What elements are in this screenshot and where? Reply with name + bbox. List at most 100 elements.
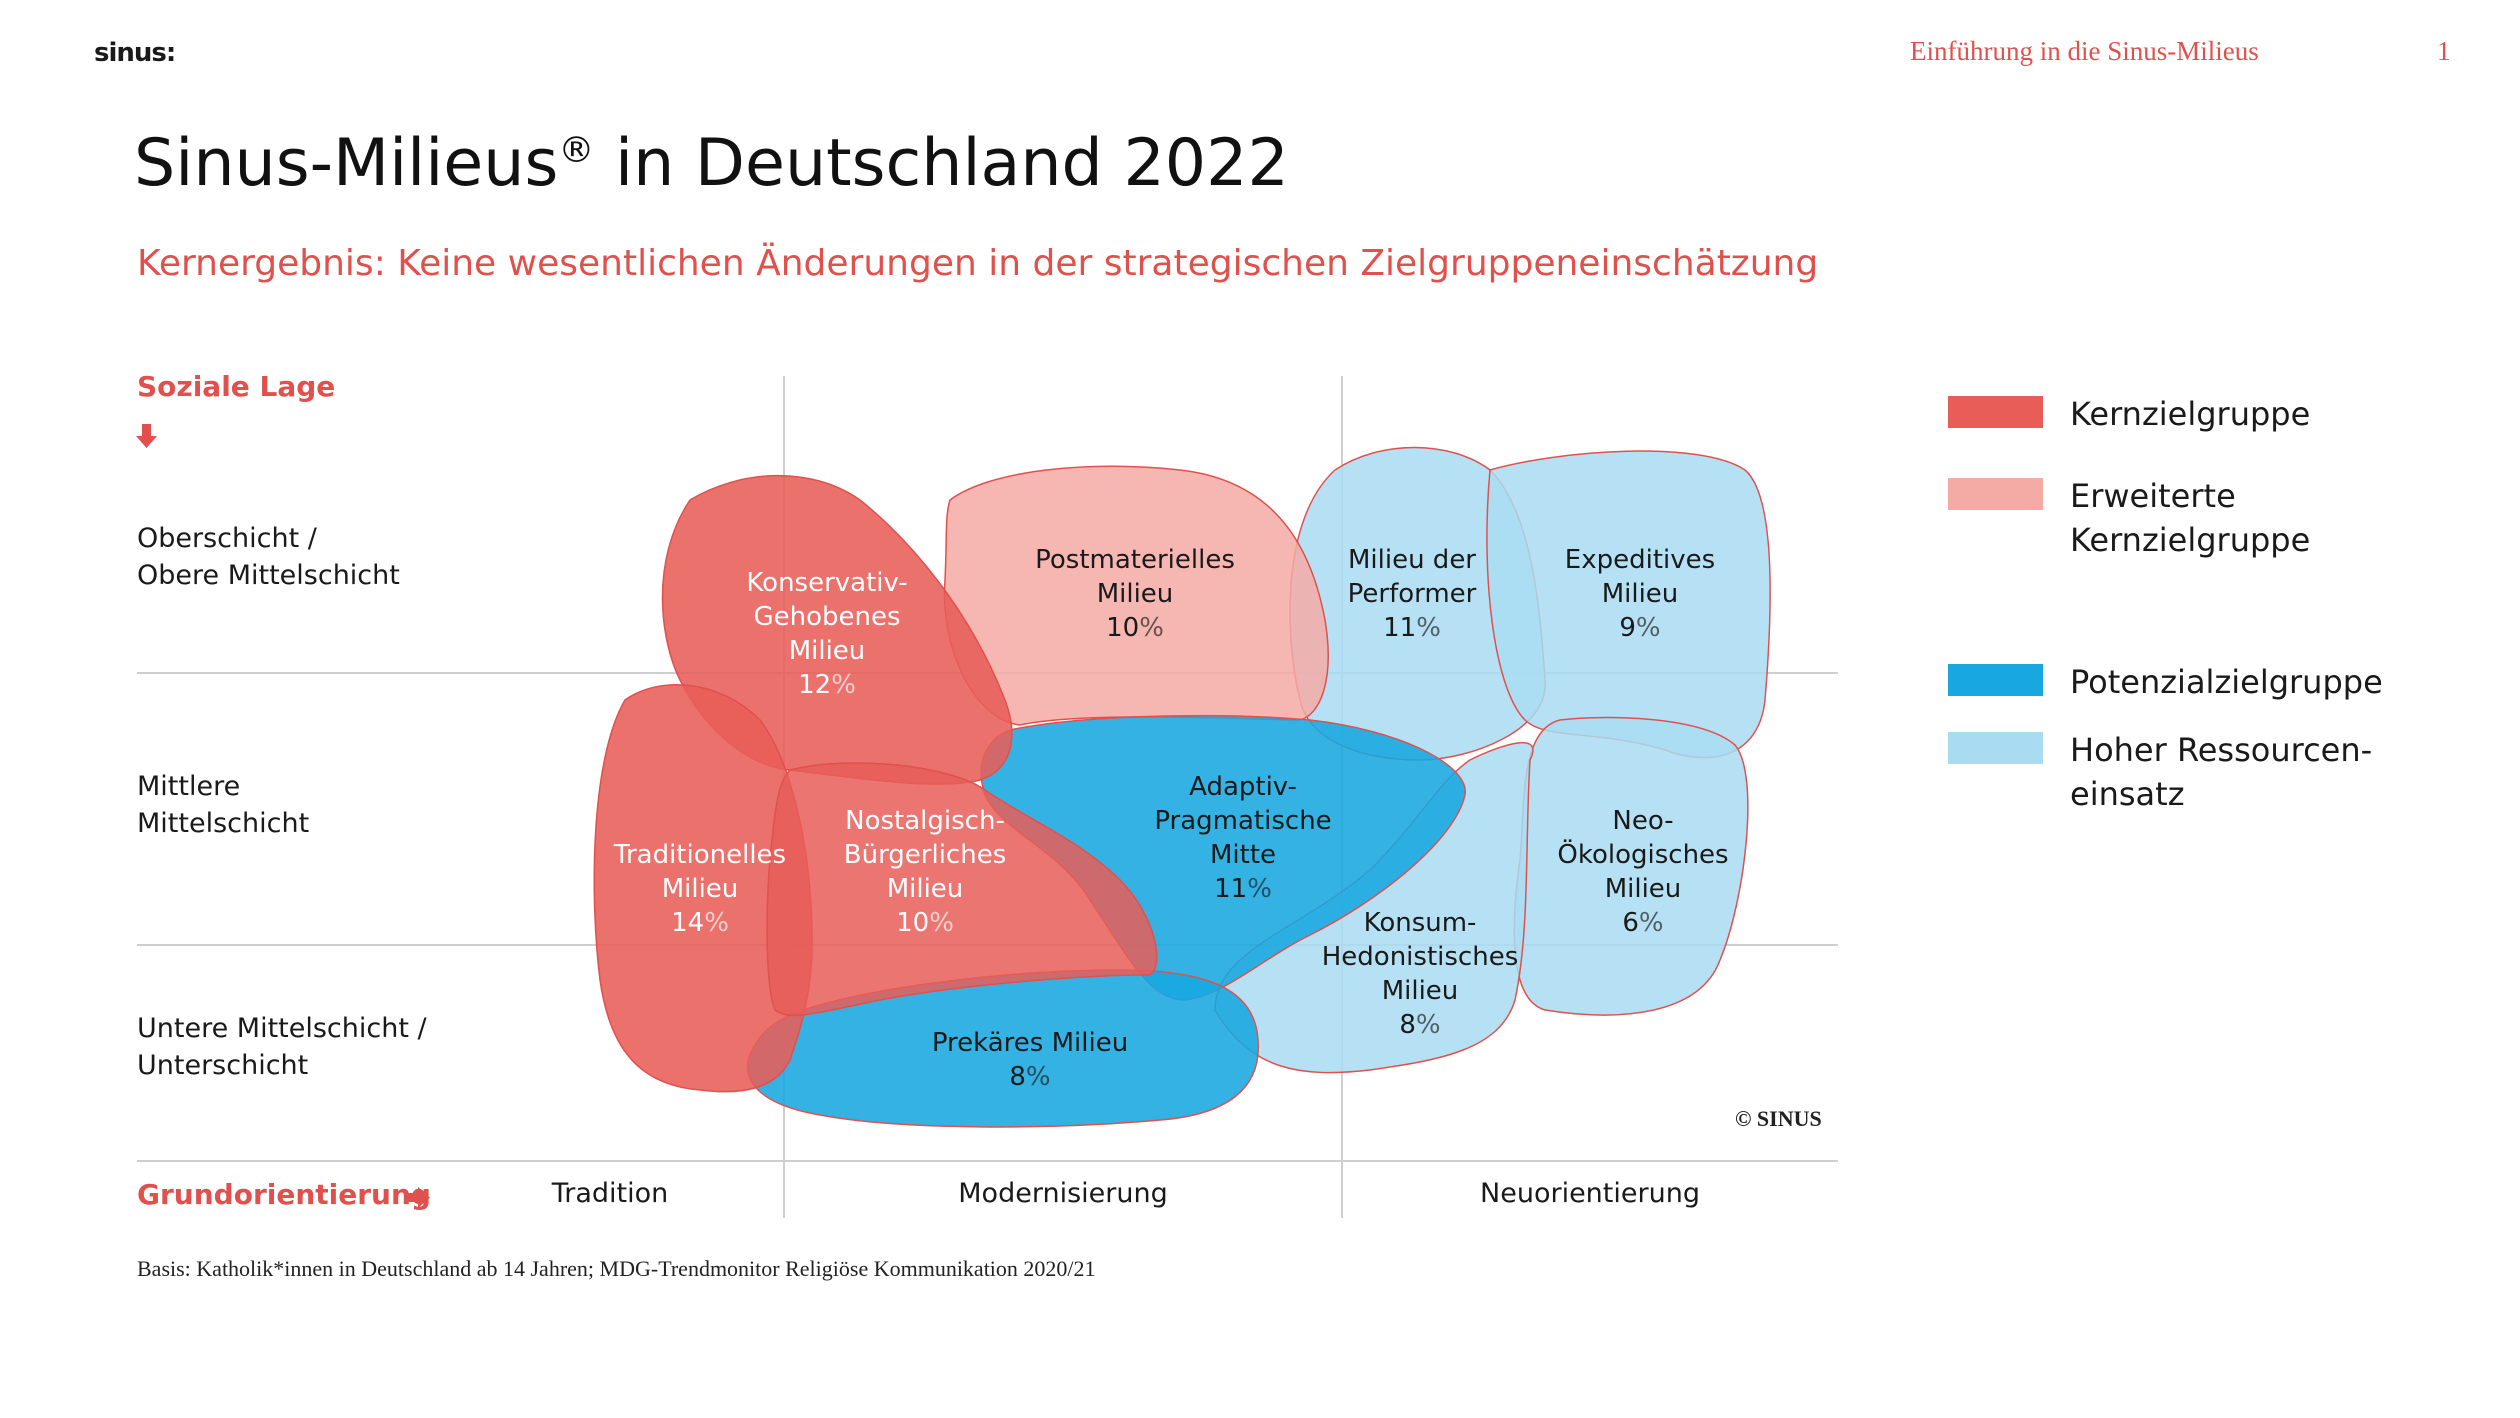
page-subtitle: Kernergebnis: Keine wesentlichen Änderun… [137, 243, 1819, 284]
milieu-share: 8% [880, 1060, 1180, 1094]
footnote: Basis: Katholik*innen in Deutschland ab … [137, 1256, 1096, 1281]
milieu-name-line: Hedonistisches [1321, 942, 1519, 972]
percent-sign: % [1025, 1062, 1051, 1092]
milieu-name-line: Milieu der [1347, 545, 1477, 575]
milieu-label-performer: Milieu der Performer 11% [1262, 543, 1562, 645]
percent-sign: % [1415, 1010, 1441, 1040]
milieu-name-line: Milieu [886, 874, 964, 904]
header-section-title: Einführung in die Sinus-Milieus [1910, 36, 2259, 66]
legend-label: Erweiterte Kernzielgruppe [2070, 474, 2310, 562]
legend-label-line: Kernzielgruppe [2070, 521, 2311, 559]
milieu-name-line: Milieu [1601, 579, 1679, 609]
milieu-share-value: 9 [1619, 613, 1636, 643]
milieu-share-value: 8 [1399, 1010, 1416, 1040]
milieu-name-line: Gehobenes [753, 602, 901, 632]
legend-swatch [1948, 396, 2043, 428]
milieu-label-prekaer: Prekäres Milieu 8% [880, 1026, 1180, 1094]
milieu-name-line: Adaptiv- [1189, 772, 1297, 802]
percent-sign: % [1416, 613, 1441, 643]
legend-label: Kernzielgruppe [2070, 392, 2310, 436]
milieu-name-line: Konsum- [1363, 908, 1477, 938]
milieu-name-line: Konservativ- [746, 568, 908, 598]
percent-sign: % [1247, 874, 1272, 904]
milieu-label-traditionell: Traditionelles Milieu 14% [550, 838, 850, 940]
milieu-name-line: Milieu [1096, 579, 1174, 609]
row-label-oberschicht: Oberschicht / Obere Mittelschicht [137, 520, 400, 594]
milieu-label-postmateriell: Postmaterielles Milieu 10% [985, 543, 1285, 645]
milieu-share-value: 12 [798, 670, 832, 700]
legend-label-line: Hoher Ressourcen- [2070, 731, 2373, 769]
y-axis-title: Soziale Lage [137, 370, 336, 403]
milieu-name-line: Milieu [1381, 976, 1459, 1006]
copyright: © SINUS [1735, 1106, 1822, 1131]
percent-sign: % [1638, 908, 1664, 938]
milieu-label-expeditiv: Expeditives Milieu 9% [1490, 543, 1790, 645]
percent-sign: % [704, 908, 729, 938]
row-label-mittlere: Mittlere Mittelschicht [137, 768, 309, 842]
milieu-name-line: Neo- [1612, 806, 1674, 836]
milieu-share: 10% [985, 611, 1285, 645]
milieu-name-line: Performer [1347, 579, 1477, 609]
legend-label: Hoher Ressourcen-einsatz [2070, 728, 2372, 816]
page-title: Sinus-Milieus® in Deutschland 2022 [134, 126, 1289, 201]
milieu-name-line: Postmaterielles [1035, 545, 1235, 575]
milieu-name-line: Expeditives [1564, 545, 1716, 575]
legend-label: Potenzialzielgruppe [2070, 660, 2383, 704]
column-label-tradition: Tradition [551, 1178, 669, 1209]
milieu-label-konsum: Konsum- Hedonistisches Milieu 8% [1270, 906, 1570, 1042]
legend-label-line: Potenzialzielgruppe [2070, 663, 2383, 701]
shape-traditionell [593, 684, 813, 1093]
milieu-share-value: 10 [1106, 613, 1140, 643]
shape-expeditiv [1486, 450, 1771, 759]
milieu-share-value: 6 [1622, 908, 1639, 938]
row-label-line: Mittelschicht [137, 808, 310, 839]
milieu-label-nostalgisch: Nostalgisch- Bürgerliches Milieu 10% [775, 804, 1075, 940]
milieu-name-line: Nostalgisch- [845, 806, 1005, 836]
milieu-label-neooeko: Neo- Ökologisches Milieu 6% [1493, 804, 1793, 940]
legend-label-line: einsatz [2070, 775, 2185, 813]
percent-sign: % [1139, 613, 1164, 643]
row-label-line: Untere Mittelschicht / [137, 1013, 427, 1044]
title-suffix: in Deutschland 2022 [594, 126, 1289, 201]
arrow-right-icon [406, 1187, 430, 1208]
legend-swatch [1948, 664, 2043, 696]
percent-sign: % [831, 670, 856, 700]
row-label-line: Mittlere [137, 771, 241, 802]
axis-arrows [136, 424, 430, 1208]
milieu-share: 10% [775, 906, 1075, 940]
milieu-name-line: Milieu [661, 874, 739, 904]
milieu-share: 14% [550, 906, 850, 940]
legend-swatch [1948, 732, 2043, 764]
registered-mark: ® [558, 130, 595, 171]
shape-nostalgisch [766, 762, 1158, 1017]
milieu-label-adaptiv: Adaptiv- Pragmatische Mitte 11% [1093, 770, 1393, 906]
milieu-share-value: 8 [1009, 1062, 1026, 1092]
legend-label-line: Erweiterte [2070, 477, 2236, 515]
row-label-line: Oberschicht / [137, 523, 317, 554]
milieu-share: 11% [1262, 611, 1562, 645]
row-label-untere: Untere Mittelschicht / Unterschicht [137, 1010, 427, 1084]
milieu-name-line: Traditionelles [613, 840, 787, 870]
legend-swatch [1948, 478, 2043, 510]
milieu-share-value: 14 [671, 908, 705, 938]
milieu-share-value: 11 [1214, 874, 1248, 904]
milieu-share-value: 11 [1383, 613, 1417, 643]
milieu-shapes [593, 446, 1771, 1128]
row-label-line: Unterschicht [137, 1050, 309, 1081]
milieu-share: 8% [1270, 1008, 1570, 1042]
milieu-name-line: Ökologisches [1557, 840, 1729, 870]
milieu-share-value: 10 [896, 908, 930, 938]
milieu-share: 6% [1493, 906, 1793, 940]
milieu-name-line: Milieu [788, 636, 866, 666]
shape-konservativ [661, 474, 1013, 785]
row-label-line: Obere Mittelschicht [137, 560, 400, 591]
percent-sign: % [1635, 613, 1661, 643]
sinus-logo: sinus: [94, 38, 176, 68]
legend-label-line: Kernzielgruppe [2070, 395, 2311, 433]
x-axis-title: Grundorientierung [137, 1178, 431, 1211]
milieu-share: 11% [1093, 872, 1393, 906]
milieu-label-konservativ: Konservativ- Gehobenes Milieu 12% [677, 566, 977, 702]
column-label-neuorientierung: Neuorientierung [1480, 1178, 1700, 1209]
milieu-name-line: Pragmatische [1154, 806, 1332, 836]
milieu-name-line: Milieu [1604, 874, 1682, 904]
